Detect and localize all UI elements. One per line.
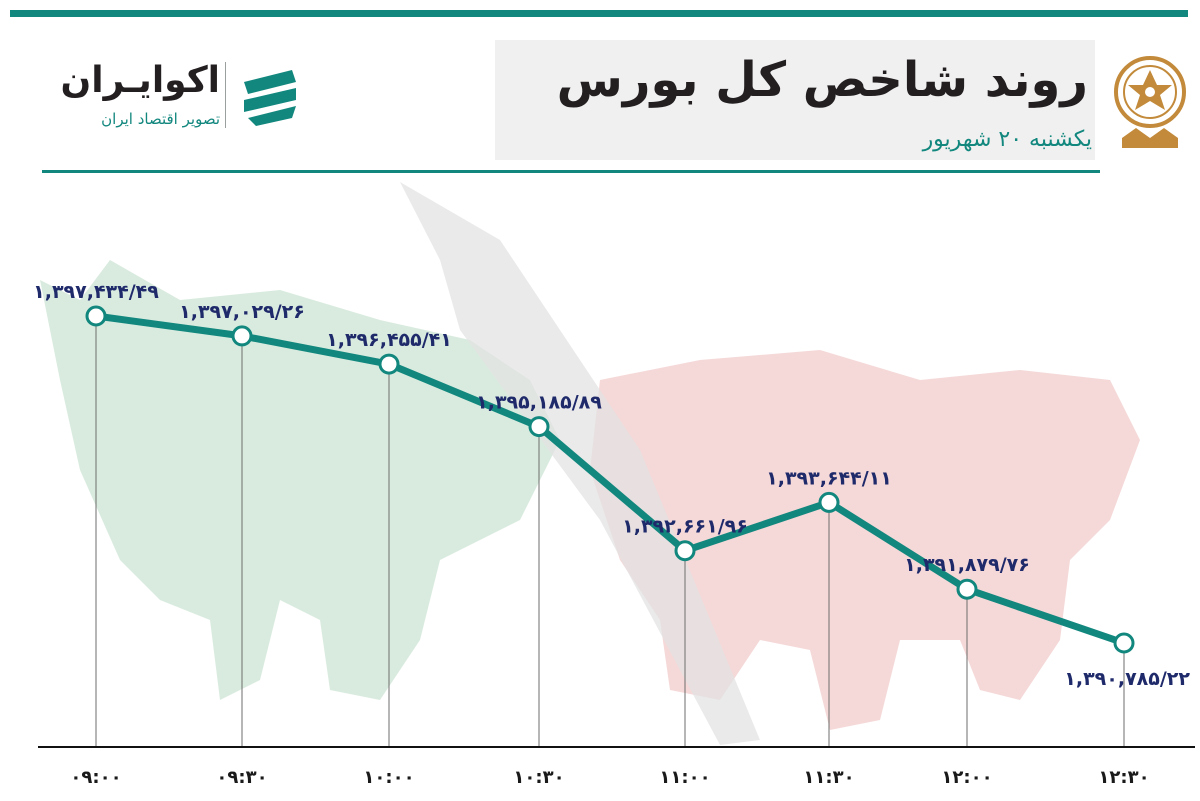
data-points: [85, 305, 1135, 654]
page-title: روند شاخص کل بورس: [556, 52, 1088, 108]
value-label: ۱,۳۹۷,۴۳۴/۴۹: [33, 281, 159, 303]
value-label: ۱,۳۹۰,۷۸۵/۲۲: [1064, 668, 1190, 690]
value-label: ۱,۳۹۲,۶۶۱/۹۶: [622, 516, 748, 538]
series-line: [92, 312, 1128, 647]
header-rule: [42, 170, 1100, 173]
data-point: [378, 353, 400, 375]
bear-silhouette: [590, 350, 1140, 730]
brand-logo-icon: [236, 62, 304, 130]
data-point: [674, 540, 696, 562]
top-rule: [10, 10, 1188, 17]
data-point: [956, 578, 978, 600]
drop-lines: [95, 325, 1125, 747]
x-tick-label: ۰۹:۰۰: [70, 767, 121, 788]
data-point: [85, 305, 107, 327]
x-tick-label: ۱۱:۳۰: [803, 767, 854, 788]
value-label: ۱,۳۹۵,۱۸۵/۸۹: [476, 392, 602, 414]
brand-name: اکوایـران: [60, 60, 220, 101]
value-label: ۱,۳۹۷,۰۲۹/۲۶: [179, 301, 305, 323]
brand-tagline: تصویر اقتصاد ایران: [101, 110, 220, 128]
x-tick-label: ۰۹:۳۰: [216, 767, 267, 788]
x-tick-labels: ۰۹:۰۰ ۰۹:۳۰ ۱۰:۰۰ ۱۰:۳۰ ۱۱:۰۰ ۱۱:۳۰ ۱۲:۰۰ ۱۲:۳۰: [70, 767, 1149, 788]
data-point: [528, 416, 550, 438]
value-label: ۱,۳۹۱,۸۷۹/۷۶: [904, 554, 1030, 576]
bull-silhouette: [40, 260, 560, 700]
title-panel: [495, 40, 1095, 160]
brand-divider: [225, 62, 226, 128]
x-tick-label: ۱۰:۰۰: [363, 767, 414, 788]
data-point: [1113, 632, 1135, 654]
data-point: [818, 491, 840, 513]
value-label: ۱,۳۹۶,۴۵۵/۴۱: [326, 329, 452, 351]
exchange-emblem-icon: [1114, 56, 1186, 148]
value-label: ۱,۳۹۳,۶۴۴/۱۱: [766, 467, 892, 489]
x-tick-label: ۱۲:۰۰: [941, 767, 992, 788]
x-tick-label: ۱۰:۳۰: [513, 767, 564, 788]
x-tick-label: ۱۲:۳۰: [1098, 767, 1149, 788]
bull-bear-background: [40, 182, 1140, 745]
x-tick-label: ۱۱:۰۰: [659, 767, 710, 788]
series-polyline: [92, 312, 1128, 647]
data-point: [231, 325, 253, 347]
date-subtitle: یکشنبه ۲۰ شهریور: [922, 127, 1092, 152]
value-labels: ۱,۳۹۷,۴۳۴/۴۹ ۱,۳۹۷,۰۲۹/۲۶ ۱,۳۹۶,۴۵۵/۴۱ ۱,۳۹…: [33, 281, 1190, 690]
